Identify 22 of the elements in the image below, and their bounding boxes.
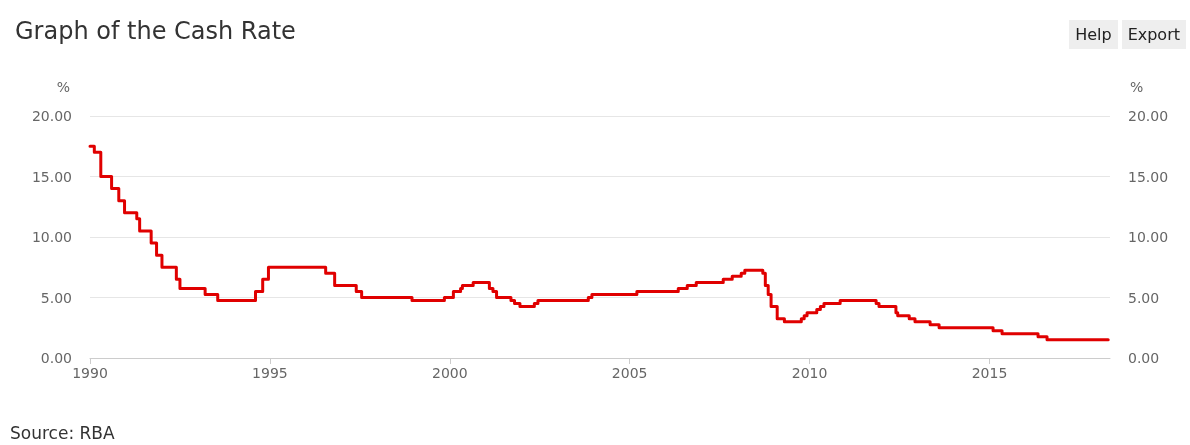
- y-axis-title: %: [56, 79, 70, 95]
- y-tick-label: 20.00: [31, 108, 72, 124]
- x-tick-label: 2005: [611, 365, 648, 381]
- y2-tick-label: 5.00: [1128, 289, 1160, 306]
- y2-tick-label: 15.00: [1128, 168, 1169, 185]
- x-tick-label: 2010: [791, 365, 828, 381]
- x-tick-label: 2015: [971, 365, 1008, 381]
- text: Export: [1121, 20, 1186, 49]
- y-tick-label: 15.00: [31, 168, 72, 185]
- y-tick-label: 10.00: [31, 229, 72, 245]
- y-tick-label: 0.00: [40, 350, 72, 366]
- x-tick-label: 1995: [252, 365, 288, 381]
- y2-tick-label: 10.00: [1128, 229, 1169, 245]
- x-tick-label: 2000: [431, 365, 468, 381]
- y2-tick-label: 20.00: [1128, 108, 1169, 124]
- y2-axis-title: %: [1130, 79, 1144, 95]
- x-tick-label: 1990: [72, 365, 108, 381]
- y2-tick-label: 0.00: [1128, 350, 1160, 366]
- source-note: Source: RBA: [10, 422, 115, 443]
- y-tick-label: 5.00: [40, 289, 72, 306]
- text: Help: [1069, 20, 1118, 49]
- chart-title: Graph of the Cash Rate: [15, 17, 296, 45]
